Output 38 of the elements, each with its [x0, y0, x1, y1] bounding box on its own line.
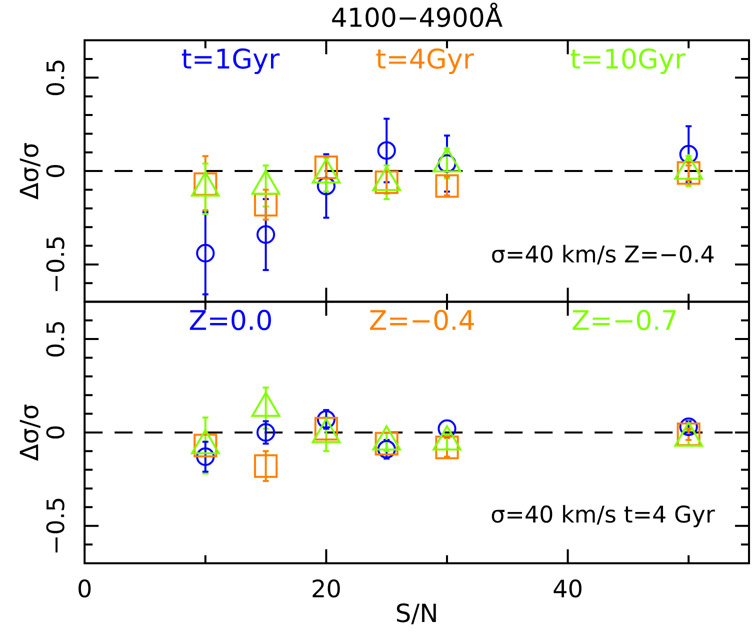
- x-tick-label: 20: [312, 579, 340, 598]
- point: [374, 170, 398, 194]
- y-tick-label: 0.5: [46, 322, 64, 357]
- y-tick-label: 0: [46, 165, 64, 178]
- point: [256, 423, 276, 442]
- point: [377, 141, 396, 160]
- point: [435, 174, 459, 198]
- point: [679, 144, 698, 164]
- point: [435, 436, 459, 460]
- point: [438, 154, 456, 173]
- y-tick-label: −0.5: [46, 237, 64, 292]
- chart-title: 4100−4900Å: [332, 2, 503, 28]
- point: [254, 192, 278, 216]
- point: [196, 244, 215, 263]
- y-tick-label: 0.5: [46, 60, 64, 96]
- point: [438, 419, 456, 438]
- y-axis-title: Δσ/σ: [20, 143, 40, 200]
- point: [374, 432, 398, 456]
- text: t=4Gyr: [376, 48, 474, 74]
- point: [316, 410, 336, 429]
- text: Z=0.0: [190, 310, 271, 330]
- annotation: σ=40 km/s Z=−0.4: [492, 244, 714, 265]
- point: [196, 447, 215, 466]
- annotation: σ=40 km/s t=4 Gyr: [492, 505, 715, 528]
- point: [377, 440, 396, 459]
- point: [679, 418, 698, 436]
- x-axis-title: S/N: [396, 603, 436, 624]
- text: t=1Gyr: [182, 48, 280, 74]
- text: Z=−0.4: [370, 310, 474, 330]
- x-tick-label: 0: [78, 579, 91, 598]
- point: [256, 225, 276, 244]
- y-tick-label: 0: [46, 426, 64, 439]
- text: Z=−0.7: [572, 310, 676, 330]
- x-tick-label: 40: [554, 579, 582, 598]
- text: t=10Gyr: [570, 48, 686, 74]
- y-axis-title: Δσ/σ: [20, 404, 40, 461]
- y-tick-label: −0.5: [46, 498, 64, 552]
- point: [254, 454, 278, 478]
